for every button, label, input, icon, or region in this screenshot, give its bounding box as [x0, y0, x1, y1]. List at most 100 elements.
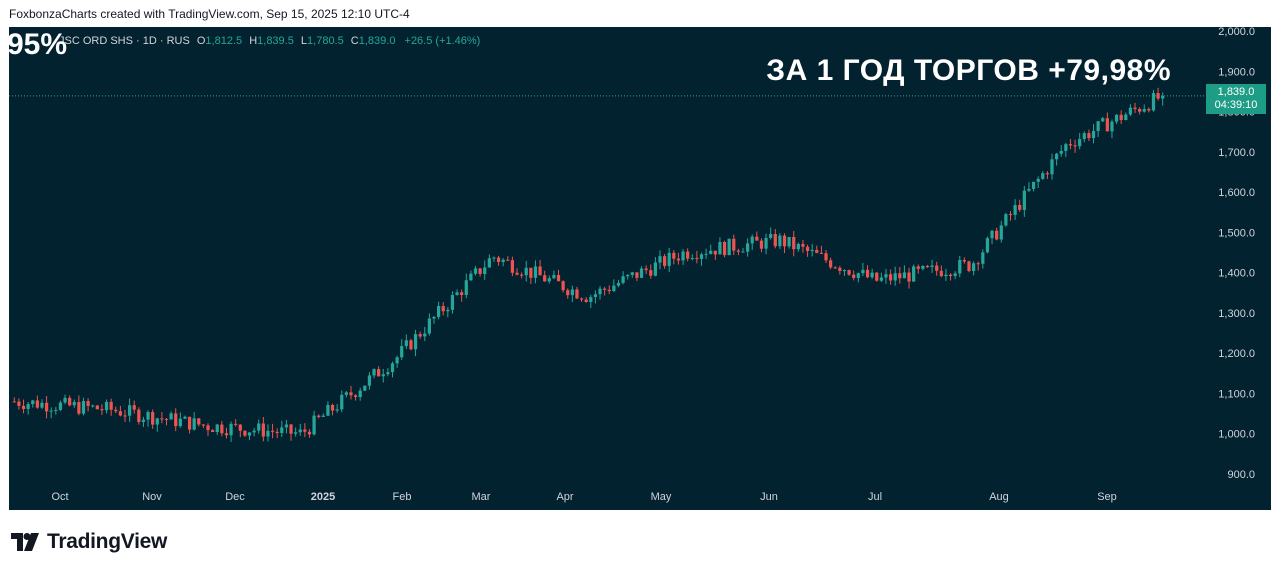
candle-body	[151, 412, 155, 425]
candle-body	[155, 418, 159, 425]
candle-body	[948, 274, 953, 277]
candle-body	[146, 412, 150, 420]
time-axis-tick-label: Nov	[142, 491, 162, 503]
candle-body	[284, 424, 289, 428]
candle-body	[727, 238, 731, 256]
candle-body	[805, 246, 810, 252]
candle-body	[178, 418, 182, 427]
candle-body	[492, 257, 496, 259]
tradingview-logo[interactable]: TradingView	[11, 530, 167, 554]
candle-body	[552, 274, 556, 279]
candle-body	[672, 252, 676, 259]
candle-body	[644, 268, 648, 271]
legend-open-label: O	[196, 35, 206, 47]
candle-body	[925, 265, 930, 268]
candle-body	[630, 272, 634, 275]
candle-body	[815, 249, 819, 253]
candle-body	[612, 285, 616, 292]
candle-body	[958, 260, 962, 274]
candle-body	[455, 292, 459, 296]
legend-high-label: H	[249, 35, 258, 47]
candle-body	[879, 277, 883, 281]
candle-body	[321, 415, 325, 417]
candle-body	[229, 423, 233, 436]
legend-close-value: 1,839.0	[358, 35, 396, 47]
legend-low-value: 1,780.5	[307, 35, 344, 47]
candle-body	[377, 369, 381, 377]
candle-body	[118, 411, 122, 416]
candle-body	[819, 252, 824, 254]
candle-body	[483, 267, 487, 274]
chart-area[interactable]: 900.0 1,000.0 1,100.0 1,200.0 1,300.0 1,400.0…	[9, 27, 1271, 510]
price-axis-tick-label: 900.0	[1227, 469, 1255, 481]
candle-body	[137, 409, 141, 422]
candle-body	[44, 402, 49, 412]
candle-body	[907, 272, 911, 282]
candle-body	[787, 237, 791, 247]
candle-body	[487, 258, 491, 268]
candle-body	[856, 273, 860, 278]
candle-body	[1031, 181, 1036, 189]
candle-body	[695, 258, 699, 260]
candle-body	[86, 401, 90, 406]
time-axis-tick-label: 2025	[311, 491, 335, 503]
candle-body	[390, 363, 395, 373]
candle-body	[916, 266, 920, 269]
candlestick-chart[interactable]: 900.0 1,000.0 1,100.0 1,200.0 1,300.0 1,400.0…	[9, 27, 1271, 510]
time-axis-tick-label: Aug	[989, 491, 1009, 503]
candle-body	[164, 418, 169, 420]
candle-body	[1101, 118, 1105, 122]
price-axis-tick-label: 1,600.0	[1218, 187, 1255, 199]
candle-body	[261, 423, 265, 437]
candle-body	[912, 266, 916, 282]
candle-body	[690, 258, 694, 260]
candle-body	[1008, 214, 1013, 216]
candle-body	[1045, 173, 1050, 175]
candle-body	[427, 318, 432, 334]
candle-body	[372, 369, 376, 376]
candle-body	[847, 270, 851, 275]
candle-body	[649, 270, 653, 276]
candle-body	[501, 259, 505, 262]
candle-body	[1064, 144, 1068, 151]
price-axis-tick-label: 1,100.0	[1218, 388, 1255, 400]
candle-body	[252, 430, 256, 433]
candle-body	[870, 272, 874, 278]
price-axis-tick-label: 1,200.0	[1218, 348, 1255, 360]
last-price-tag: 1,839.0 04:39:10	[1206, 84, 1266, 114]
candle-body	[971, 263, 976, 271]
candle-body	[1119, 114, 1123, 121]
legend-symbol: JSC ORD SHS · 1D · RUS	[59, 35, 190, 47]
candle-body	[58, 402, 63, 410]
candle-body	[709, 250, 713, 254]
candle-body	[160, 418, 164, 420]
candle-body	[1128, 107, 1133, 115]
candle-body	[704, 253, 708, 255]
candle-body	[985, 238, 990, 253]
candle-body	[298, 429, 302, 433]
time-axis-tick-label: Jul	[868, 491, 882, 503]
candle-body	[1041, 173, 1045, 179]
candle-body	[63, 397, 67, 403]
candle-body	[838, 267, 842, 271]
price-axis-tick-label: 1,900.0	[1218, 66, 1255, 78]
candle-body	[893, 273, 897, 281]
candle-body	[796, 243, 800, 250]
candle-body	[307, 431, 312, 435]
candle-body	[1082, 133, 1086, 139]
candle-body	[1161, 95, 1165, 99]
candle-body	[782, 235, 787, 247]
time-axis-tick-label: Apr	[556, 491, 573, 503]
candle-body	[732, 238, 736, 251]
candle-body	[755, 236, 759, 241]
price-axis-tick-label: 1,000.0	[1218, 429, 1255, 441]
time-axis-tick-label: May	[651, 491, 672, 503]
candle-body	[478, 268, 482, 274]
candle-body	[35, 400, 39, 408]
candle-body	[506, 259, 510, 261]
candle-body	[381, 374, 385, 377]
candle-body	[699, 254, 704, 259]
candle-body	[114, 409, 118, 412]
candle-body	[510, 260, 515, 273]
candle-body	[681, 251, 685, 261]
